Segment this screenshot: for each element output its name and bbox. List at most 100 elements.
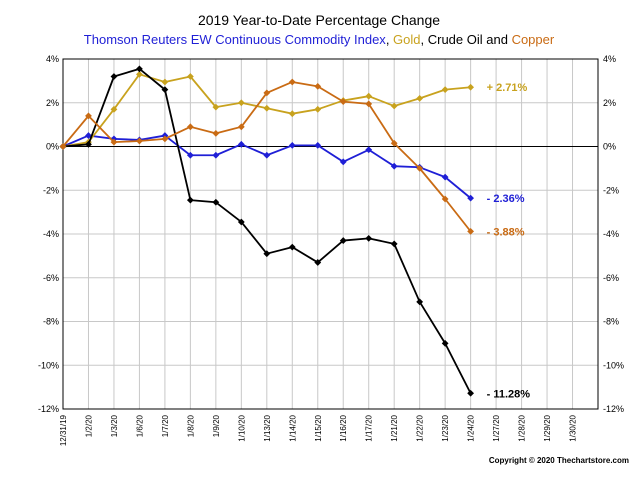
y-tick-label-left: 2%: [46, 98, 59, 108]
data-point: [314, 259, 322, 266]
x-axis: 12/31/19 1/2/20 1/3/20 1/6/20 1/7/20 1/8/20 1/…: [59, 414, 578, 446]
x-tick-label: 1/7/20: [161, 414, 170, 437]
data-point: [365, 100, 373, 108]
data-point: [288, 78, 296, 86]
end-label: - 3.88%: [487, 226, 525, 238]
data-point: [314, 142, 322, 149]
data-point: [85, 112, 92, 120]
y-tick-label-right: 4%: [603, 54, 616, 64]
y-tick-label-right: 2%: [603, 98, 616, 108]
data-point: [85, 140, 92, 148]
subtitle-part: ,: [386, 32, 393, 47]
data-point: [237, 123, 245, 131]
data-point: [136, 137, 143, 145]
x-tick-label: 1/10/20: [237, 414, 246, 441]
data-point: [390, 102, 398, 110]
data-point: [136, 70, 143, 78]
y-tick-label-left: -6%: [43, 273, 59, 283]
y-tick-label-right: -4%: [603, 229, 619, 239]
x-tick-label: 1/9/20: [212, 414, 221, 437]
data-point: [186, 151, 194, 159]
x-tick-label: 1/6/20: [135, 414, 144, 437]
data-point: [467, 83, 475, 91]
y-axis-right: 4% 2% 0% -2% -4% -6% -8% -10% -12%: [603, 54, 624, 414]
data-point: [390, 162, 398, 170]
x-tick-label: 1/28/20: [518, 414, 527, 441]
data-point: [237, 99, 245, 107]
x-tick-label: 1/27/20: [492, 414, 501, 441]
series-gold: [59, 70, 475, 150]
data-point: [365, 234, 373, 242]
y-tick-label-right: -6%: [603, 273, 619, 283]
y-tick-label-left: 4%: [46, 54, 59, 64]
x-tick-label: 1/23/20: [441, 414, 450, 441]
data-point: [263, 104, 271, 112]
data-point: [110, 73, 118, 80]
data-point: [161, 135, 169, 143]
data-point: [237, 140, 245, 148]
plot-area-frame: [62, 58, 599, 410]
data-point: [237, 218, 245, 226]
data-point: [110, 138, 118, 146]
y-tick-label-right: -8%: [603, 317, 619, 327]
data-point: [314, 105, 322, 113]
data-point: [85, 132, 92, 139]
x-tick-label: 1/21/20: [390, 414, 399, 441]
x-tick-label: 1/3/20: [110, 414, 119, 437]
chart-subtitle: Thomson Reuters EW Continuous Commodity …: [84, 32, 555, 47]
y-tick-label-left: -4%: [43, 229, 59, 239]
x-tick-label: 1/29/20: [543, 414, 552, 441]
data-point: [416, 94, 424, 102]
copyright-text: Copyright © 2020 Thechartstore.com: [489, 456, 629, 465]
x-tick-label: 1/13/20: [263, 414, 272, 441]
y-tick-label-left: -12%: [38, 404, 59, 414]
x-tick-label: 1/2/20: [84, 414, 93, 437]
data-point: [314, 82, 322, 90]
data-point: [212, 103, 220, 111]
y-tick-label-left: -10%: [38, 360, 59, 370]
series-group: [59, 65, 475, 397]
x-tick-label: 1/22/20: [416, 414, 425, 441]
data-point: [110, 105, 118, 113]
end-label: + 2.71%: [487, 82, 528, 94]
data-point: [288, 243, 296, 251]
end-label: - 2.36%: [487, 193, 525, 205]
x-tick-label: 1/14/20: [288, 414, 297, 441]
data-point: [161, 86, 169, 94]
subtitle-part: Copper: [512, 32, 555, 47]
data-point: [339, 237, 347, 244]
y-axis-left: 4% 2% 0% -2% -4% -6% -8% -10% -12%: [38, 54, 59, 414]
data-point: [186, 196, 194, 204]
data-point: [441, 86, 449, 94]
data-point: [365, 92, 373, 100]
y-tick-label-right: -10%: [603, 360, 624, 370]
data-point: [263, 151, 271, 159]
y-tick-label-left: -8%: [43, 317, 59, 327]
series-copper: [59, 78, 475, 235]
y-tick-label-right: -12%: [603, 404, 624, 414]
data-point: [186, 123, 194, 131]
data-point: [339, 98, 347, 106]
data-point: [416, 164, 424, 172]
data-point: [288, 110, 296, 118]
data-point: [136, 65, 143, 73]
end-labels: - 2.36% + 2.71% - 11.28% - 3.88%: [487, 82, 531, 400]
x-tick-label: 12/31/19: [59, 414, 68, 446]
x-tick-label: 1/24/20: [467, 414, 476, 441]
data-point: [263, 250, 271, 258]
data-point: [212, 129, 220, 137]
data-point: [186, 73, 194, 80]
series-thomson-reuters-ew-continuous-commodity-index: [59, 132, 475, 202]
data-point: [416, 298, 424, 306]
data-point: [467, 194, 475, 202]
y-tick-label-right: 0%: [603, 142, 616, 152]
data-point: [390, 139, 398, 147]
subtitle-part: Gold: [393, 32, 420, 47]
data-point: [365, 146, 373, 154]
data-point: [441, 173, 449, 181]
x-tick-label: 1/30/20: [569, 414, 578, 441]
data-point: [390, 240, 398, 248]
end-label: - 11.28%: [487, 388, 531, 400]
